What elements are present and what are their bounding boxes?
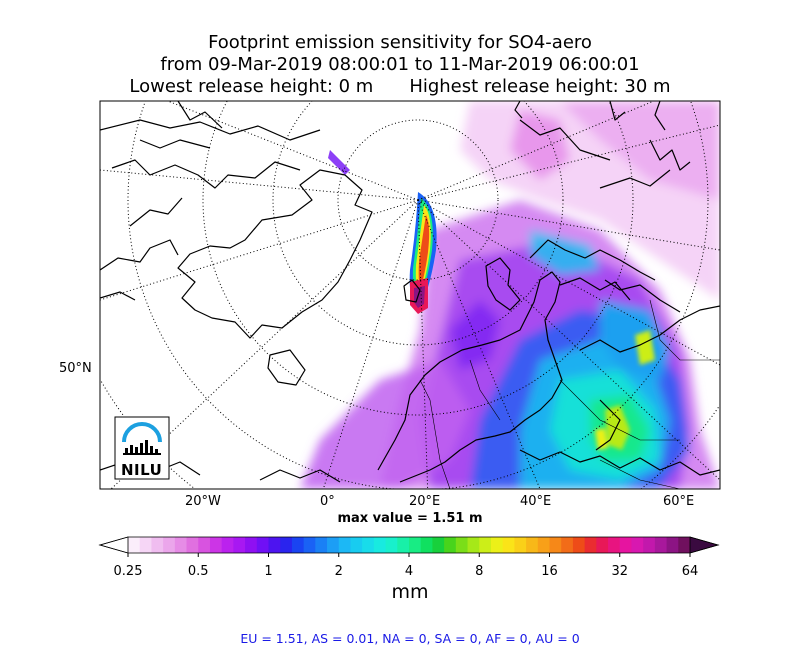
title-line-3: Lowest release height: 0 m Highest releas… [0, 76, 800, 97]
lat-label-50n: 50°N [59, 361, 92, 376]
colorbar-cell [163, 537, 176, 553]
colorbar-cell [151, 537, 164, 553]
colorbar-cell [139, 537, 152, 553]
colorbar-cell [561, 537, 574, 553]
region-summary: EU = 1.51, AS = 0.01, NA = 0, SA = 0, AF… [240, 631, 580, 646]
colorbar-cell [526, 537, 539, 553]
graticule [100, 101, 720, 489]
colorbar-tick-label: 0.5 [187, 564, 209, 579]
colorbar-cell [631, 537, 644, 553]
colorbar-cell [409, 537, 422, 553]
colorbar-tick-label: 2 [334, 564, 343, 579]
colorbar-cell [280, 537, 293, 553]
colorbar-cell [245, 537, 258, 553]
colorbar-cell [654, 537, 668, 553]
colorbar-tick-label: 1 [264, 564, 273, 579]
colorbar-cell [643, 537, 656, 553]
lowest-release-height: Lowest release height: 0 m [129, 76, 374, 97]
colorbar-cell [256, 537, 269, 553]
colorbar-cell [596, 537, 609, 553]
colorbar-cell [584, 537, 597, 553]
colorbar-cell [362, 537, 375, 553]
colorbar-tick-label: 4 [404, 564, 414, 579]
colorbar-cell [209, 537, 223, 553]
colorbar-cell [608, 537, 621, 553]
colorbar-cell [338, 537, 351, 553]
colorbar-tick-label: 0.25 [113, 564, 143, 579]
colorbar-cell [467, 537, 480, 553]
colorbar-cell [350, 537, 363, 553]
colorbar-cell [385, 537, 398, 553]
colorbar-cell [514, 537, 527, 553]
colorbar-cell [303, 537, 316, 553]
max-value-label: max value = 1.51 m [337, 511, 483, 526]
colorbar-cell [455, 537, 469, 553]
colorbar-cell [221, 537, 234, 553]
lon-label-20w: 20°W [185, 494, 221, 509]
nilu-logo-text: NILU [121, 461, 163, 479]
colorbar-unit: mm [391, 581, 429, 603]
coastlines [100, 101, 720, 483]
colorbar-tick-marks [127, 553, 691, 557]
colorbar-cell [373, 537, 387, 553]
colorbar-cell [174, 537, 188, 553]
borders [419, 299, 720, 489]
colorbar-cell [198, 537, 211, 553]
colorbar-cell [619, 537, 632, 553]
colorbar-cell [315, 537, 328, 553]
colorbar-cell [186, 537, 199, 553]
lon-label-60e: 60°E [663, 494, 695, 509]
colorbar-high-extension [689, 536, 720, 554]
lon-label-40e: 40°E [520, 494, 552, 509]
colorbar-tick-label: 32 [611, 564, 629, 579]
colorbar-cell [327, 537, 340, 553]
colorbar-tick-label: 8 [475, 564, 484, 579]
plume [328, 150, 437, 314]
colorbar-cells [128, 537, 691, 553]
colorbar-cell [268, 537, 281, 553]
colorbar-cell [502, 537, 515, 553]
colorbar-cell [233, 537, 246, 553]
colorbar-cell [444, 537, 457, 553]
colorbar-cell [572, 537, 586, 553]
colorbar-tick-label: 64 [681, 564, 699, 579]
title-line-1: Footprint emission sensitivity for SO4-a… [208, 32, 592, 53]
colorbar-cell [420, 537, 433, 553]
colorbar-cell [678, 537, 691, 553]
lon-label-0: 0° [320, 494, 335, 509]
colorbar-cell [490, 537, 504, 553]
colorbar-tick-label: 16 [541, 564, 558, 579]
highest-release-height: Highest release height: 30 m [409, 76, 671, 97]
map-frame [99, 100, 721, 490]
colorbar-cell [128, 537, 141, 553]
colorbar-cell [432, 537, 445, 553]
colorbar-cell [291, 537, 305, 553]
lon-label-20e: 20°E [409, 494, 441, 509]
nilu-logo-icon [122, 422, 162, 455]
colorbar-cell [666, 537, 679, 553]
colorbar-low-extension [98, 536, 129, 554]
colorbar-cell [537, 537, 550, 553]
title-line-2: from 09-Mar-2019 08:00:01 to 11-Mar-2019… [160, 54, 640, 75]
colorbar-cell [479, 537, 492, 553]
colorbar-cell [549, 537, 562, 553]
colorbar-cell [397, 537, 410, 553]
